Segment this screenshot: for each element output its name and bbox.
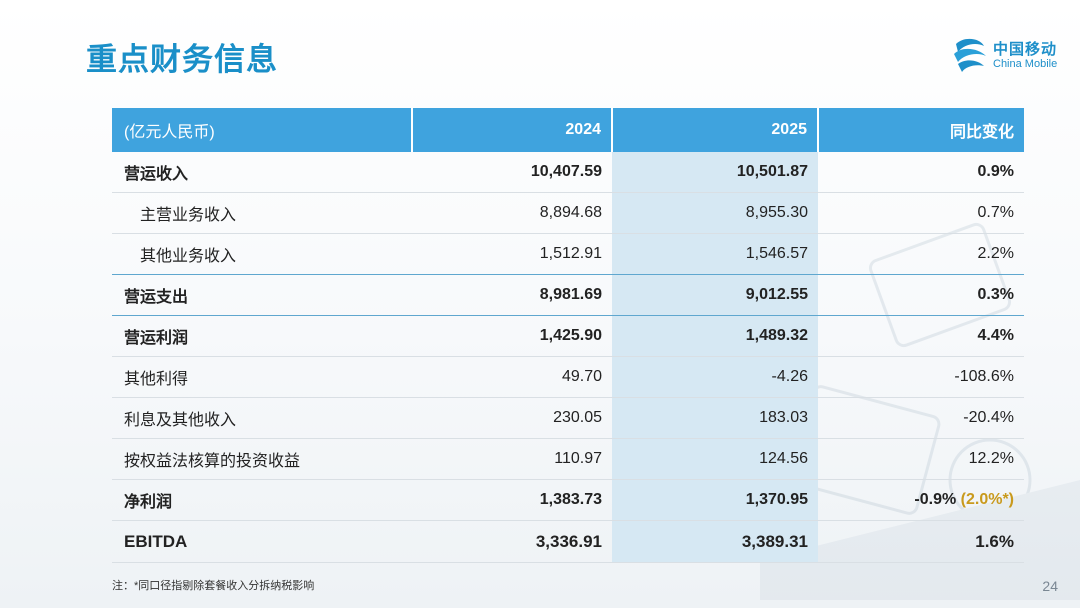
row-label: 营运利润 [112, 315, 412, 357]
value-2024: 1,425.90 [412, 315, 612, 357]
page-title: 重点财务信息 [86, 42, 278, 78]
value-change: -20.4% [818, 397, 1024, 439]
table-header-row: (亿元人民币) 2024 2025 同比变化 [112, 108, 1024, 152]
value-2025: 1,546.57 [612, 233, 818, 275]
value-change: 4.4% [818, 315, 1024, 357]
row-label: 按权益法核算的投资收益 [112, 438, 412, 480]
header-2025: 2025 [612, 108, 819, 152]
logo-text-en: China Mobile [993, 58, 1058, 70]
table-row: 其他利得 49.70 -4.26 -108.6% [112, 356, 1024, 398]
value-change: 0.7% [818, 192, 1024, 234]
value-2025: 10,501.87 [612, 152, 818, 193]
value-2025: 124.56 [612, 438, 818, 480]
table-row: 净利润 1,383.73 1,370.95 -0.9% (2.0%*) [112, 479, 1024, 521]
value-change: -108.6% [818, 356, 1024, 398]
value-2024: 1,383.73 [412, 479, 612, 521]
table-row: 营运收入 10,407.59 10,501.87 0.9% [112, 152, 1024, 193]
value-change: 1.6% [818, 520, 1024, 563]
value-2024: 49.70 [412, 356, 612, 398]
value-change: 0.3% [818, 274, 1024, 316]
value-2025: 1,489.32 [612, 315, 818, 357]
value-change: -0.9% [914, 491, 957, 508]
row-label: 营运收入 [112, 152, 412, 193]
value-2025: 8,955.30 [612, 192, 818, 234]
table-row: 主营业务收入 8,894.68 8,955.30 0.7% [112, 192, 1024, 234]
page-number: 24 [1042, 578, 1058, 594]
header-unit: (亿元人民币) [112, 108, 413, 152]
value-2025: 183.03 [612, 397, 818, 439]
table-row: 利息及其他收入 230.05 183.03 -20.4% [112, 397, 1024, 439]
value-2025: 9,012.55 [612, 274, 818, 316]
value-change: 0.9% [818, 152, 1024, 193]
row-label: 营运支出 [112, 274, 412, 316]
value-2024: 8,981.69 [412, 274, 612, 316]
value-2024: 1,512.91 [412, 233, 612, 275]
company-logo: 中国移动 China Mobile [950, 34, 1065, 76]
header-2024: 2024 [412, 108, 613, 152]
row-label: 净利润 [112, 479, 412, 521]
footnote: 注：*同口径指剔除套餐收入分拆纳税影响 [112, 580, 315, 592]
value-2024: 8,894.68 [412, 192, 612, 234]
value-2024: 3,336.91 [412, 520, 612, 563]
value-2025: 3,389.31 [612, 520, 818, 563]
table-row: 营运支出 8,981.69 9,012.55 0.3% [112, 274, 1024, 316]
table-row: 其他业务收入 1,512.91 1,546.57 2.2% [112, 233, 1024, 275]
china-mobile-logo-icon [954, 38, 986, 72]
comparable-change: (2.0%*) [960, 491, 1014, 508]
row-label: 其他利得 [112, 356, 412, 398]
row-label: EBITDA [112, 520, 412, 563]
value-2024: 230.05 [412, 397, 612, 439]
value-change: 12.2% [818, 438, 1024, 480]
value-2025: -4.26 [612, 356, 818, 398]
row-label: 利息及其他收入 [112, 397, 412, 439]
row-label: 其他业务收入 [112, 233, 412, 275]
value-change: 2.2% [818, 233, 1024, 275]
value-change-cell: -0.9% (2.0%*) [818, 479, 1024, 521]
value-2024: 110.97 [412, 438, 612, 480]
table-row: 按权益法核算的投资收益 110.97 124.56 12.2% [112, 438, 1024, 480]
logo-text-cn: 中国移动 [993, 41, 1058, 58]
header-yoy-change: 同比变化 [818, 108, 1024, 152]
value-2024: 10,407.59 [412, 152, 612, 193]
table-row: EBITDA 3,336.91 3,389.31 1.6% [112, 520, 1024, 563]
table-row: 营运利润 1,425.90 1,489.32 4.4% [112, 315, 1024, 357]
row-label: 主营业务收入 [112, 192, 412, 234]
financial-table: (亿元人民币) 2024 2025 同比变化 营运收入 10,407.59 10… [112, 108, 1024, 563]
value-2025: 1,370.95 [612, 479, 818, 521]
